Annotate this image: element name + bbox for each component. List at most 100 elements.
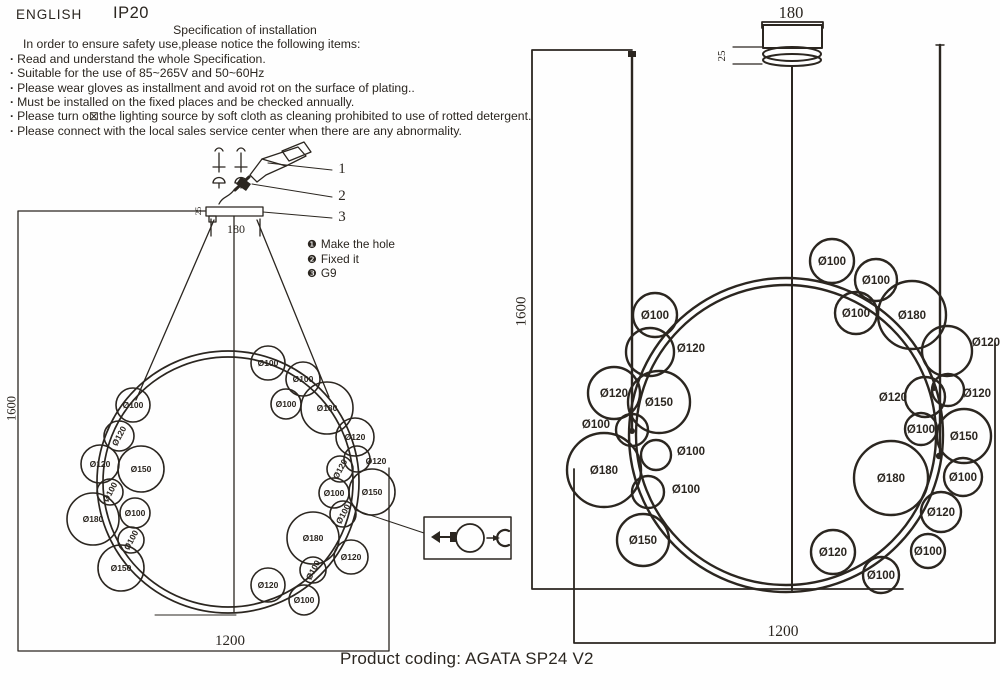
left-dim-canopy: 180	[227, 222, 245, 236]
spec-item: Suitable for the use of 85~265V and 50~6…	[10, 66, 570, 80]
legend-row: ❷ Fixed it	[307, 251, 395, 268]
ball-diameter-label: Ø120	[345, 432, 366, 442]
ball-diameter-label: Ø100	[582, 419, 610, 431]
glass-ball	[624, 326, 676, 378]
glass-ball	[333, 539, 369, 575]
ball-diameter-label: Ø120	[258, 580, 279, 590]
glass-ball	[115, 387, 151, 423]
ball-diameter-label: Ø120	[341, 552, 362, 562]
ball-diameter-label: Ø150	[645, 397, 673, 409]
glass-ball	[861, 555, 901, 595]
ball-diameter-label: Ø150	[111, 563, 132, 573]
ball-diameter-label: Ø100	[842, 308, 870, 320]
legend-label: Fixed it	[320, 251, 359, 266]
install-illustration	[212, 141, 333, 219]
glass-ball	[103, 420, 135, 452]
ball-diameter-label: Ø100	[641, 310, 669, 322]
ball-diameter-label: Ø180	[83, 514, 104, 524]
glass-ball	[615, 512, 671, 568]
ball-diameter-label: Ø120	[110, 424, 129, 447]
legend-row: ❸ G9	[307, 266, 395, 282]
ball-diameter-label: Ø120	[879, 392, 907, 404]
glass-ball	[250, 345, 286, 381]
left-canopy	[205, 206, 264, 223]
glass-ball	[326, 455, 354, 483]
ball-diameter-label: Ø100	[324, 488, 345, 498]
glass-ball	[630, 474, 666, 510]
glass-ball	[299, 556, 327, 584]
ball-diameter-label: Ø120	[366, 456, 387, 466]
spec-item: Please connect with the local sales serv…	[10, 124, 570, 138]
legend-number-icon: ❶	[307, 239, 317, 251]
ball-diameter-label: Ø100	[867, 570, 895, 582]
ball-diameter-label: Ø100	[949, 472, 977, 484]
glass-ball	[117, 445, 165, 493]
left-ring	[96, 350, 360, 614]
glass-ball	[300, 381, 354, 435]
callout-number-1: 1	[338, 161, 346, 177]
right-dim-height: 1600	[513, 296, 530, 327]
ball-diameter-label: Ø180	[898, 310, 926, 322]
ball-diameter-label: Ø120	[600, 388, 628, 400]
legend-label: G9	[320, 266, 337, 281]
ball-diameter-label: Ø150	[362, 487, 383, 497]
right-dim-thickness: 25	[716, 50, 728, 62]
spec-item: Must be installed on the fixed places an…	[10, 95, 570, 109]
right-glass-balls: Ø100 Ø120 Ø120 Ø150 Ø100 Ø180 Ø100 Ø100 Ø150 Ø100…	[565, 237, 1000, 595]
glass-ball	[285, 361, 321, 397]
spec-intro: In order to ensure safety use,please not…	[23, 37, 361, 52]
ball-diameter-label: Ø120	[677, 343, 705, 355]
glass-ball	[909, 532, 947, 570]
glass-ball	[919, 490, 963, 534]
spec-item: Please turn o⊠the lighting source by sof…	[10, 109, 570, 123]
ball-diameter-label: Ø100	[862, 275, 890, 287]
ball-diameter-label: Ø150	[131, 464, 152, 474]
glass-ball	[631, 291, 679, 339]
left-dim-width: 1200	[215, 633, 245, 649]
ball-diameter-label: Ø100	[907, 424, 935, 436]
glass-ball	[66, 492, 120, 546]
glass-ball	[329, 500, 357, 528]
right-dim-canopy: 180	[778, 3, 804, 22]
glass-ball	[809, 528, 857, 576]
glass-ball	[348, 468, 396, 516]
ball-diameter-label: Ø120	[819, 547, 847, 559]
glass-ball	[335, 417, 375, 457]
ball-diameter-label: Ø100	[818, 256, 846, 268]
ball-diameter-label: Ø120	[331, 457, 350, 480]
glass-ball	[286, 511, 340, 565]
ball-diameter-label: Ø100	[677, 446, 705, 458]
product-coding: Product coding: AGATA SP24 V2	[340, 649, 594, 668]
ball-diameter-label: Ø150	[629, 535, 657, 547]
right-canopy	[762, 24, 823, 67]
ball-diameter-label: Ø150	[950, 431, 978, 443]
glass-ball	[808, 237, 856, 285]
install-legend: ❶ Make the hole ❷ Fixed it ❸ G9	[307, 237, 395, 282]
ball-diameter-label: Ø180	[877, 473, 905, 485]
spec-item: Read and understand the whole Specificat…	[10, 52, 570, 66]
ball-diameter-label: Ø120	[972, 337, 1000, 349]
drill-icon	[218, 141, 312, 205]
callout-number-2: 2	[338, 188, 346, 204]
ball-diameter-label: Ø180	[590, 465, 618, 477]
glass-ball	[903, 375, 947, 419]
spec-text-block: Specification of installation In order t…	[10, 23, 570, 138]
right-dim-width: 1200	[767, 623, 799, 640]
right-ring	[627, 276, 945, 594]
ball-diameter-label: Ø100	[258, 358, 279, 368]
glass-ball	[852, 439, 930, 517]
glass-ball	[117, 526, 145, 554]
left-glass-balls: Ø100 Ø120 Ø120 Ø150 Ø100 Ø180 Ø100 Ø100 Ø150 Ø100…	[66, 345, 396, 616]
spec-item: Please wear gloves as installment and av…	[10, 81, 570, 95]
ball-diameter-label: Ø100	[293, 374, 314, 384]
glass-ball	[876, 279, 948, 351]
legend-number-icon: ❸	[307, 268, 317, 281]
ball-diameter-label: Ø120	[90, 459, 111, 469]
legend-label: Make the hole	[320, 237, 395, 251]
legend-row: ❶ Make the hole	[307, 237, 395, 253]
left-suspension-wires	[135, 215, 330, 613]
ball-diameter-label: Ø100	[276, 399, 297, 409]
glass-ball	[935, 407, 993, 465]
